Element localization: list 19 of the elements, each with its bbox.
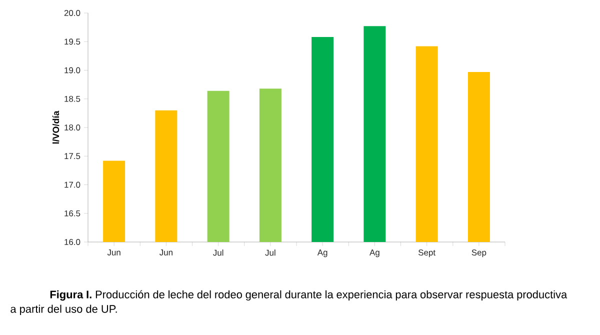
y-tick-label: 19.5 (64, 38, 80, 45)
y-tick-label: 19.0 (64, 67, 80, 74)
y-tick-label: 18.0 (64, 124, 80, 130)
text: Figura I. Producción de leche del rodeo general durante la experiencia para observar respuesta productiva a partir del uso de UP. (10, 290, 568, 315)
x-tick-label: Jul (265, 250, 276, 256)
x-tick-label: Ag (370, 250, 380, 258)
y-tick-label: 16.0 (64, 239, 80, 245)
x-tick-label: Jun (159, 250, 172, 256)
y-axis-title: l/VO/día (52, 110, 60, 144)
x-tick-label: Ag (317, 250, 328, 258)
x-tick-label: Jul (213, 250, 224, 256)
y-tick-label: 20.0 (64, 10, 80, 16)
y-tick-label: 17.5 (64, 153, 80, 160)
x-tick-label: Sept (418, 250, 436, 258)
y-tick-label: 18.5 (64, 96, 80, 102)
x-tick-label: Sep (472, 250, 486, 258)
y-tick-label: 17.0 (64, 182, 80, 188)
x-tick-label: Jun (107, 250, 120, 256)
y-tick-label: 16.5 (64, 210, 80, 216)
